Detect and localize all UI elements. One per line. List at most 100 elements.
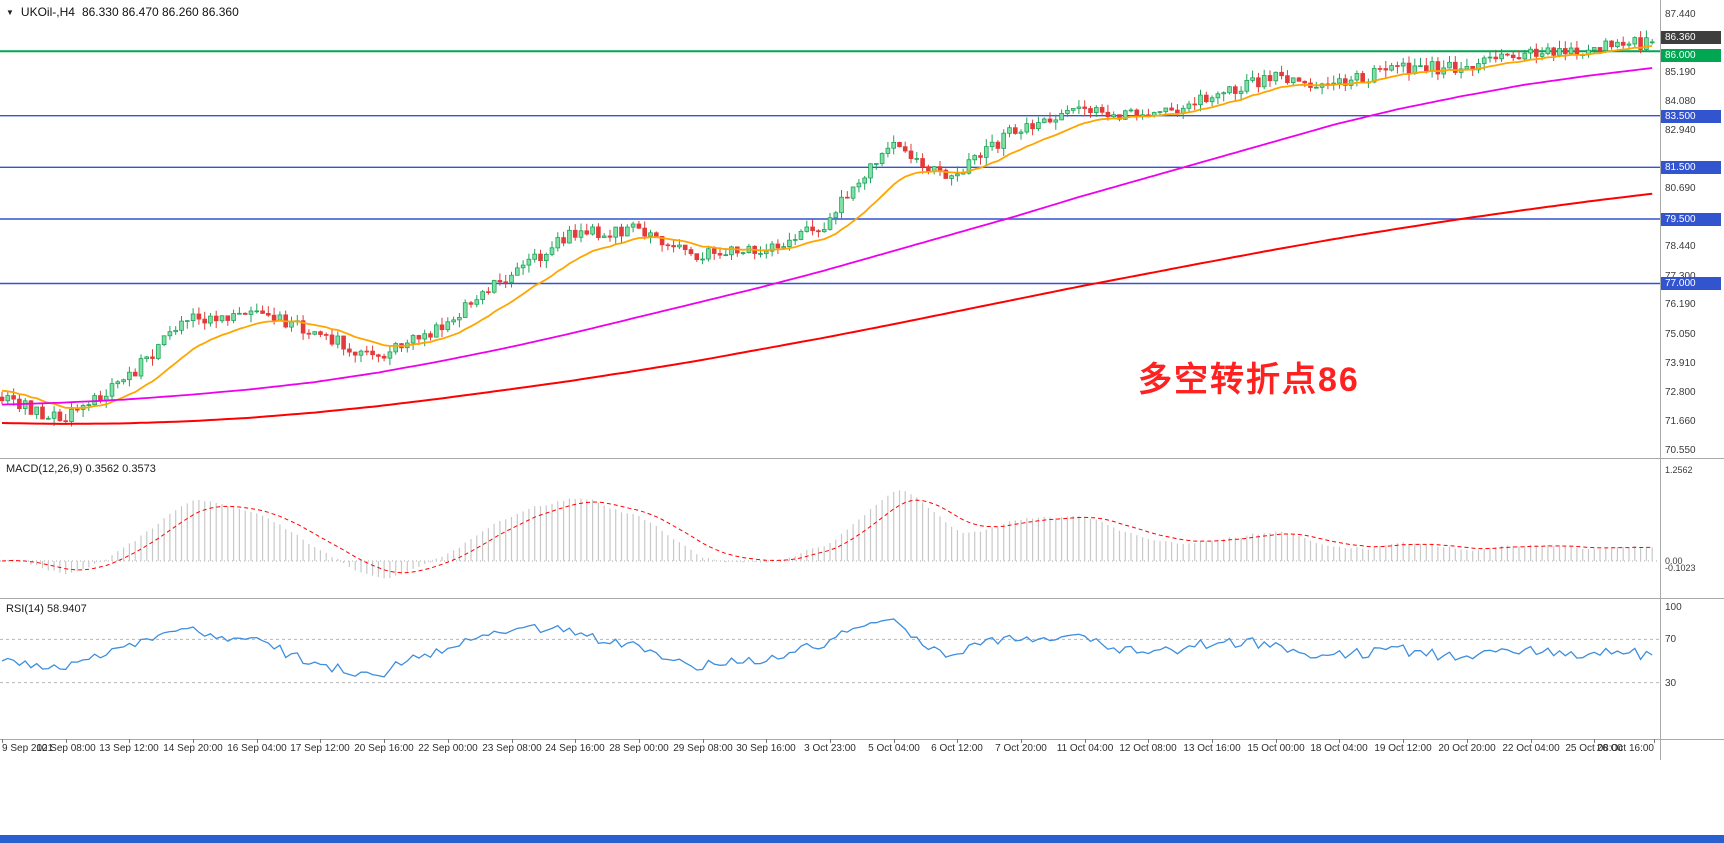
macd-panel-canvas[interactable] bbox=[0, 459, 1660, 598]
time-axis-label: 22 Sep 00:00 bbox=[418, 743, 478, 754]
time-axis-label: 3 Oct 23:00 bbox=[804, 743, 856, 754]
price-axis: 87.440 85.190 84.080 82.940 80.690 78.440 77.3… bbox=[1660, 0, 1724, 458]
time-axis-label: 17 Sep 12:00 bbox=[290, 743, 350, 754]
time-axis-tick bbox=[320, 739, 321, 743]
time-axis-tick bbox=[1085, 739, 1086, 743]
time-axis-tick bbox=[2, 739, 3, 743]
price-badge: 77.000 bbox=[1660, 277, 1721, 290]
time-axis-tick bbox=[1654, 739, 1655, 743]
taskbar-strip bbox=[0, 835, 1724, 843]
time-axis-tick bbox=[1021, 739, 1022, 743]
price-badge: 79.500 bbox=[1660, 213, 1721, 226]
ma-slow-line bbox=[1, 192, 1653, 425]
ma-mid-line bbox=[1, 67, 1653, 406]
time-axis-tick bbox=[193, 739, 194, 743]
price-axis-label: 82.940 bbox=[1665, 125, 1696, 136]
macd-histogram bbox=[7, 490, 1653, 579]
axis-divider bbox=[1660, 0, 1661, 760]
rsi-axis: 100 70 30 bbox=[1660, 599, 1724, 739]
price-badge: 83.500 bbox=[1660, 110, 1721, 123]
price-axis-label: 76.190 bbox=[1665, 299, 1696, 310]
price-chart-canvas[interactable] bbox=[0, 0, 1660, 458]
price-axis-label: 84.080 bbox=[1665, 96, 1696, 107]
time-axis-tick bbox=[639, 739, 640, 743]
price-axis-label: 72.800 bbox=[1665, 387, 1696, 398]
chart-annotation: 多空转折点86 bbox=[1138, 361, 1360, 399]
time-axis-tick bbox=[129, 739, 130, 743]
symbol-title: UKOil-,H4 bbox=[20, 5, 75, 19]
macd-axis-label: 0.00 bbox=[1665, 556, 1683, 566]
price-badge: 86.000 bbox=[1660, 49, 1721, 62]
time-axis-tick bbox=[1212, 739, 1213, 743]
time-axis-tick bbox=[830, 739, 831, 743]
ma-fast-line bbox=[1, 45, 1653, 410]
price-axis-label: 73.910 bbox=[1665, 358, 1696, 369]
time-axis-tick bbox=[66, 739, 67, 743]
time-axis-label: 24 Sep 16:00 bbox=[545, 743, 605, 754]
time-axis-tick bbox=[1339, 739, 1340, 743]
time-axis-label: 30 Sep 16:00 bbox=[736, 743, 796, 754]
time-axis-tick bbox=[575, 739, 576, 743]
time-axis-label: 14 Sep 20:00 bbox=[163, 743, 223, 754]
symbol-marker-icon: ▼ bbox=[6, 7, 14, 17]
panel-separator[interactable] bbox=[0, 458, 1724, 459]
price-axis-label: 87.440 bbox=[1665, 9, 1696, 20]
rsi-line bbox=[1, 618, 1653, 678]
time-axis-label: 15 Oct 00:00 bbox=[1247, 743, 1305, 754]
rsi-axis-label: 30 bbox=[1665, 678, 1677, 689]
time-axis-label: 28 Sep 00:00 bbox=[609, 743, 669, 754]
time-axis-tick bbox=[257, 739, 258, 743]
time-axis-tick bbox=[448, 739, 449, 743]
macd-axis: 1.2562 0.00 -0.1023 bbox=[1660, 459, 1724, 598]
price-axis-label: 78.440 bbox=[1665, 241, 1696, 252]
rsi-indicator-label: RSI(14) 58.9407 bbox=[6, 603, 87, 615]
rsi-panel-canvas[interactable] bbox=[0, 599, 1660, 739]
price-badge: 86.360 bbox=[1660, 31, 1721, 44]
time-axis-label: 5 Oct 04:00 bbox=[868, 743, 920, 754]
time-axis-tick bbox=[703, 739, 704, 743]
panel-separator[interactable] bbox=[0, 598, 1724, 599]
time-axis-label: 22 Oct 04:00 bbox=[1502, 743, 1560, 754]
macd-axis-label: 1.2562 bbox=[1665, 465, 1693, 475]
time-axis: 9 Sep 2021 10 Sep 08:00 13 Sep 12:00 14 Sep… bbox=[0, 743, 1724, 759]
panel-separator bbox=[0, 739, 1724, 740]
time-axis-label: 13 Oct 16:00 bbox=[1183, 743, 1241, 754]
time-axis-label: 26 Oct 16:00 bbox=[1596, 743, 1654, 754]
price-badge: 81.500 bbox=[1660, 161, 1721, 174]
time-axis-label: 7 Oct 20:00 bbox=[995, 743, 1047, 754]
time-axis-label: 9 Sep 2021 bbox=[2, 743, 54, 754]
time-axis-tick bbox=[1467, 739, 1468, 743]
time-axis-tick bbox=[1594, 739, 1595, 743]
time-axis-tick bbox=[384, 739, 385, 743]
price-axis-label: 75.050 bbox=[1665, 329, 1696, 340]
macd-axis-label: -0.1023 bbox=[1665, 563, 1696, 573]
macd-signal-line bbox=[1, 499, 1653, 574]
time-axis-tick bbox=[512, 739, 513, 743]
price-axis-label: 70.550 bbox=[1665, 445, 1696, 456]
price-axis-label: 77.300 bbox=[1665, 271, 1696, 282]
time-axis-label: 29 Sep 08:00 bbox=[673, 743, 733, 754]
time-axis-label: 12 Oct 08:00 bbox=[1119, 743, 1177, 754]
time-axis-label: 18 Oct 04:00 bbox=[1310, 743, 1368, 754]
time-axis-tick bbox=[766, 739, 767, 743]
macd-indicator-label: MACD(12,26,9) 0.3562 0.3573 bbox=[6, 463, 156, 475]
ohlc-readout: 86.330 86.470 86.260 86.360 bbox=[81, 5, 239, 19]
time-axis-label: 10 Sep 08:00 bbox=[36, 743, 96, 754]
time-axis-label: 13 Sep 12:00 bbox=[99, 743, 159, 754]
time-axis-label: 16 Sep 04:00 bbox=[227, 743, 287, 754]
price-axis-label: 80.690 bbox=[1665, 183, 1696, 194]
time-axis-label: 23 Sep 08:00 bbox=[482, 743, 542, 754]
time-axis-tick bbox=[1148, 739, 1149, 743]
time-axis-label: 20 Sep 16:00 bbox=[354, 743, 414, 754]
rsi-axis-label: 70 bbox=[1665, 634, 1677, 645]
time-axis-label: 25 Oct 08:00 bbox=[1565, 743, 1623, 754]
candles-group bbox=[0, 30, 1655, 427]
price-axis-label: 85.190 bbox=[1665, 67, 1696, 78]
time-axis-label: 19 Oct 12:00 bbox=[1374, 743, 1432, 754]
price-axis-label: 71.660 bbox=[1665, 416, 1696, 427]
time-axis-tick bbox=[894, 739, 895, 743]
time-axis-tick bbox=[1531, 739, 1532, 743]
time-axis-tick bbox=[957, 739, 958, 743]
symbol-header: ▼ UKOil-,H4 86.330 86.470 86.260 86.360 bbox=[6, 5, 239, 19]
